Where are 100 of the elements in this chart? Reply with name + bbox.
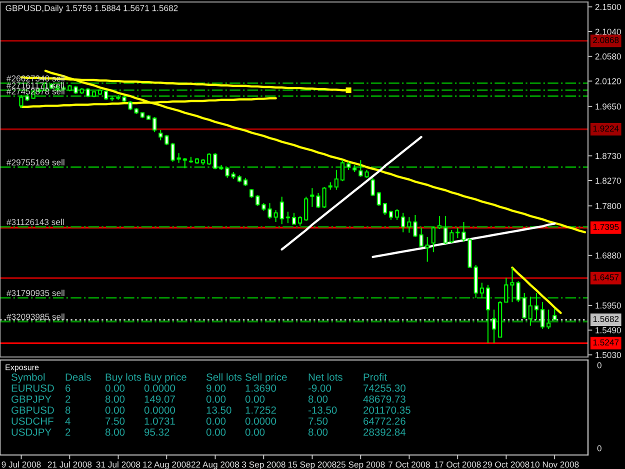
line-series [280, 136, 422, 251]
candlestick [250, 188, 254, 198]
y-tick-label: 2.0580 [595, 53, 621, 60]
candlestick [546, 309, 551, 330]
candlestick [510, 267, 514, 303]
y-tick-label: 1.8730 [596, 152, 621, 160]
category-label: 21 Jul 2008 [48, 461, 92, 468]
candlestick [474, 264, 478, 298]
ref-line-label: 1.5682 [593, 316, 619, 322]
candlestick [104, 90, 108, 100]
text: 0.0000 [144, 384, 176, 392]
text: 8.00 [105, 395, 125, 403]
y-tick-label: 1.8270 [596, 178, 621, 184]
candlestick [292, 212, 296, 226]
text: 0.00 [245, 395, 265, 403]
candlestick [134, 107, 138, 114]
text: Profit [364, 373, 387, 381]
candlestick [425, 236, 430, 262]
candlestick [280, 196, 284, 225]
text: GBPUSD [12, 406, 54, 414]
category-label: 7 Oct 2008 [388, 461, 430, 468]
text: Net lots [308, 373, 342, 381]
text: 7.50 [308, 417, 328, 425]
candlestick [86, 88, 90, 98]
text: Symbol [11, 373, 45, 383]
text: 64772.26 [364, 417, 406, 425]
category-label: 17 Oct 2008 [434, 461, 481, 468]
text: 0.00 [105, 384, 125, 392]
candlestick [486, 284, 490, 344]
text: Deals [66, 373, 91, 381]
candlestick [364, 169, 369, 178]
candlestick [268, 202, 272, 220]
candlestick [346, 161, 351, 170]
candlestick [310, 188, 314, 208]
text: 0.00 [206, 395, 226, 403]
text: 9.00 [206, 384, 226, 392]
candlestick [370, 177, 375, 197]
ref-line-label: #29755169 sell [6, 159, 64, 166]
candlestick [122, 96, 126, 103]
candlestick [304, 196, 308, 222]
ref-line-label: #31790935 sell [6, 290, 64, 296]
ref-line-label: #32093985 sell [6, 313, 64, 320]
candlestick [456, 227, 460, 239]
candlestick [528, 296, 532, 326]
text: EURUSD [12, 384, 54, 392]
ref-line-label: 1.6457 [593, 274, 619, 280]
text: 2 [66, 428, 70, 436]
text: 4 [65, 418, 70, 425]
ref-line-label: 1.7395 [593, 224, 619, 230]
text: 0.0000 [144, 406, 176, 414]
candlestick [262, 202, 266, 212]
text: 0.00 [245, 428, 265, 436]
candlestick [98, 88, 102, 96]
candlestick [68, 84, 72, 92]
text: 2 [66, 395, 70, 403]
candlestick [128, 100, 132, 111]
candlestick [340, 160, 345, 182]
text: 8.00 [308, 428, 328, 436]
candlestick [140, 112, 144, 119]
text: 1.0731 [144, 417, 175, 425]
text: Buy lots [106, 373, 142, 383]
candlestick [334, 169, 338, 190]
category-label: 29 Oct 2008 [483, 461, 530, 468]
text: 7.50 [106, 417, 125, 425]
candlestick [376, 191, 381, 206]
text: USDCHF [12, 417, 54, 425]
candlestick [256, 194, 260, 206]
text: -13.50 [308, 406, 337, 414]
category-label: 15 Sep 2008 [288, 461, 336, 469]
category-label: 9 Jul 2008 [2, 461, 41, 468]
candlestick [395, 208, 400, 220]
candlestick [492, 309, 496, 344]
text: 95.32 [144, 428, 170, 436]
candlestick [164, 134, 169, 146]
candlestick [146, 114, 151, 120]
candlestick [188, 156, 193, 164]
candlestick [450, 230, 454, 244]
candlestick [534, 292, 539, 320]
candlestick [158, 129, 163, 141]
text: 0 [597, 362, 602, 368]
candlestick [152, 116, 157, 133]
candlestick [480, 282, 484, 298]
y-tick-label: 1.5030 [596, 352, 621, 358]
candlestick [213, 152, 218, 170]
candlestick [110, 96, 114, 102]
candlestick [194, 157, 200, 164]
text: 6 [66, 384, 70, 392]
text: Buy price [144, 373, 186, 383]
text: 28392.84 [364, 428, 406, 436]
y-tick-label: 1.6880 [596, 252, 621, 259]
chart-title: GBPUSD,Daily 1.5759 1.5884 1.5671 1.5682 [6, 4, 178, 13]
text: 1.7252 [246, 406, 276, 414]
candlestick [388, 210, 394, 220]
text: Sell price [245, 373, 287, 383]
text: 8 [65, 406, 70, 414]
y-tick-label: 1.7800 [596, 202, 621, 210]
text: 0.00 [105, 406, 125, 414]
category-label: 10 Nov 2008 [530, 461, 579, 468]
text: 201170.35 [364, 406, 410, 414]
candlestick [401, 212, 406, 233]
